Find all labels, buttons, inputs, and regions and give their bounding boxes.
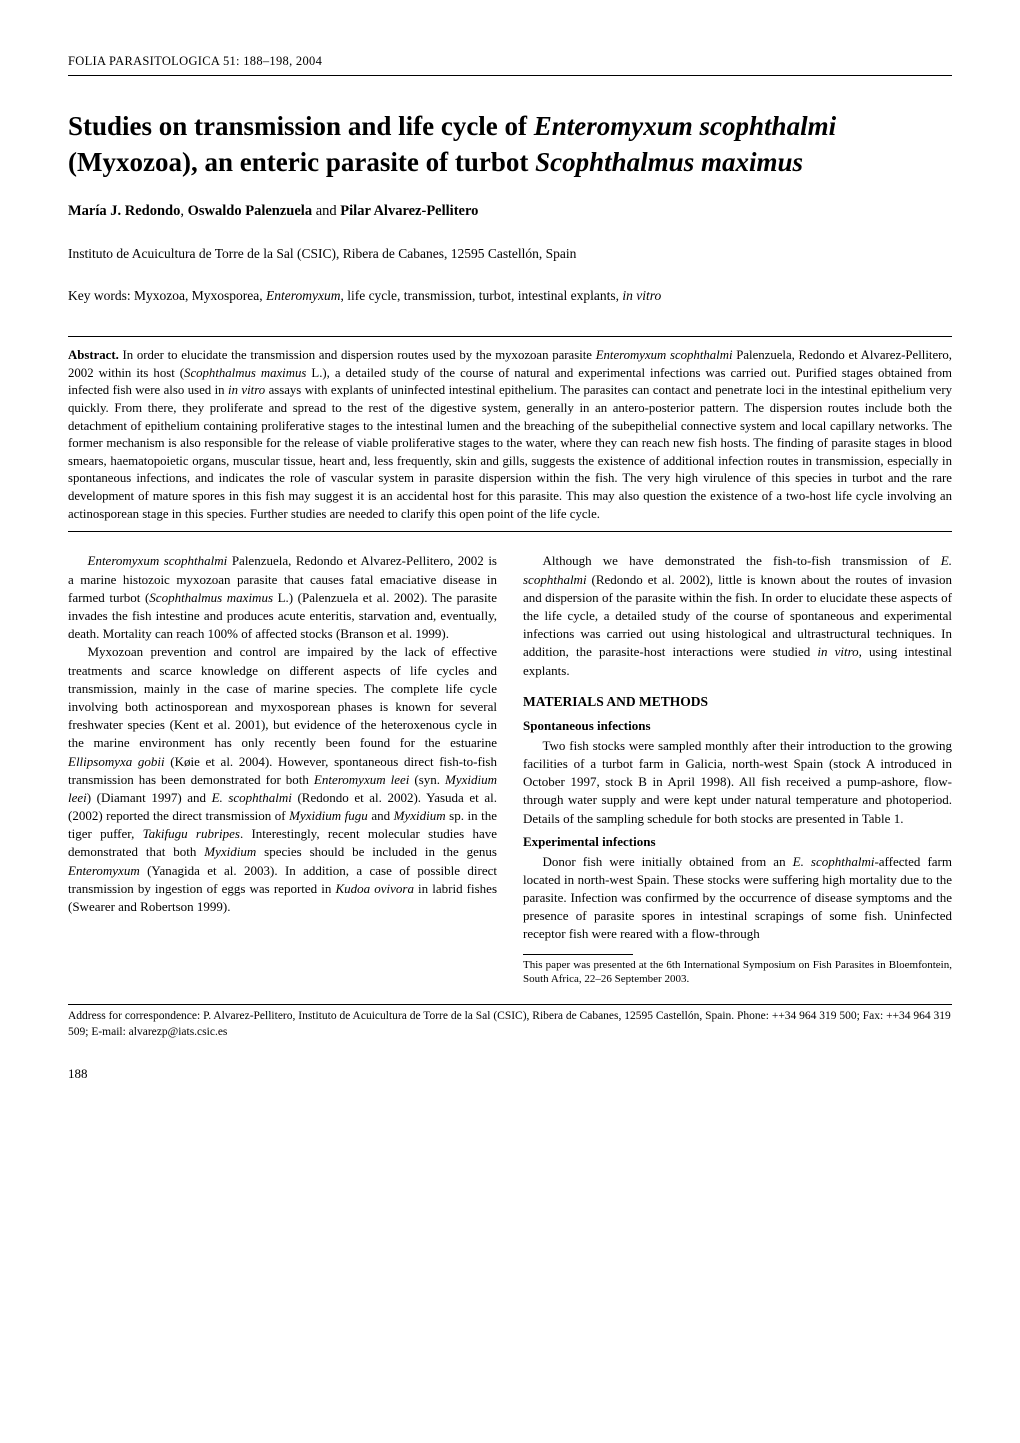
keywords-prefix: Key words: Myxozoa, Myxosporea, [68, 288, 266, 303]
correspondence-rule [68, 1004, 952, 1005]
title-species-1: Enteromyxum scophthalmi [534, 111, 836, 141]
rp-sp2a: Donor fish were initially obtained from … [543, 854, 793, 869]
correspondence-address: Address for correspondence: P. Alvarez-P… [68, 1009, 952, 1040]
lp2-s8: Myxidium [204, 844, 256, 859]
rp-sp2b: E. scophthalmi [793, 854, 875, 869]
footnote-rule [523, 954, 633, 955]
right-para-1: Although we have demonstrated the fish-t… [523, 552, 952, 679]
lp2-t4: ) (Diamant 1997) and [87, 790, 212, 805]
authors-line: María J. Redondo, Oswaldo Palenzuela and… [68, 203, 952, 220]
footnote-text: This paper was presented at the 6th Inte… [523, 958, 952, 987]
rp-sp1: Two fish stocks were sampled monthly aft… [523, 738, 952, 826]
author-sep-1: , [180, 203, 187, 219]
lp2-s9: Enteromyxum [68, 863, 140, 878]
abstract-s3: in vitro [228, 383, 265, 397]
rp1-s2: in vitro [817, 644, 858, 659]
rp1-t1: Although we have demonstrated the fish-t… [543, 553, 941, 568]
abstract-s1: Enteromyxum scophthalmi [596, 348, 733, 362]
lp1-s1: Enteromyxum scophthalmi [88, 553, 228, 568]
abstract-box: Abstract. In order to elucidate the tran… [68, 336, 952, 533]
author-2: Oswaldo Palenzuela [188, 203, 312, 219]
lp2-s4: E. scophthalmi [212, 790, 292, 805]
journal-header: FOLIA PARASITOLOGICA 51: 188–198, 2004 [68, 54, 952, 76]
abstract-label: Abstract. [68, 348, 119, 362]
abstract-t4: assays with explants of uninfected intes… [68, 383, 952, 521]
lp2-s7: Takifugu rubripes [143, 826, 240, 841]
abstract-s2: Scophthalmus maximus [184, 366, 306, 380]
lp2-s6: Myxidium [394, 808, 446, 823]
lp2-t3: (syn. [409, 772, 445, 787]
affiliation: Instituto de Acuicultura de Torre de la … [68, 246, 952, 262]
keywords-sci-2: in vitro [622, 288, 661, 303]
right-para-experimental: Donor fish were initially obtained from … [523, 853, 952, 944]
lp2-t6: and [368, 808, 394, 823]
right-column: Although we have demonstrated the fish-t… [523, 552, 952, 986]
left-para-1: Enteromyxum scophthalmi Palenzuela, Redo… [68, 552, 497, 643]
body-columns: Enteromyxum scophthalmi Palenzuela, Redo… [68, 552, 952, 986]
subsection-experimental: Experimental infections [523, 834, 952, 850]
lp2-s1: Ellipsomyxa gobii [68, 754, 165, 769]
page-number: 188 [68, 1066, 952, 1082]
lp2-s2: Enteromyxum leei [314, 772, 409, 787]
keywords-sci-1: Enteromyxum [266, 288, 340, 303]
author-sep-2: and [312, 203, 340, 219]
left-para-2: Myxozoan prevention and control are impa… [68, 643, 497, 916]
lp1-s2: Scophthalmus maximus [149, 590, 273, 605]
left-column: Enteromyxum scophthalmi Palenzuela, Redo… [68, 552, 497, 986]
abstract-t1: In order to elucidate the transmission a… [119, 348, 596, 362]
right-para-spontaneous: Two fish stocks were sampled monthly aft… [523, 737, 952, 828]
title-species-2: Scophthalmus maximus [535, 147, 803, 177]
abstract-text: Abstract. In order to elucidate the tran… [68, 347, 952, 524]
author-1: María J. Redondo [68, 203, 180, 219]
keywords-mid: , life cycle, transmission, turbot, inte… [340, 288, 622, 303]
lp2-t9: species should be included in the genus [256, 844, 497, 859]
lp2-s10: Kudoa ovivora [335, 881, 413, 896]
title-text-pre: Studies on transmission and life cycle o… [68, 111, 534, 141]
section-materials-methods: MATERIALS AND METHODS [523, 694, 952, 710]
lp2-s5: Myxidium fugu [289, 808, 368, 823]
lp2-t1: Myxozoan prevention and control are impa… [68, 644, 497, 750]
keywords-line: Key words: Myxozoa, Myxosporea, Enteromy… [68, 288, 952, 312]
author-3: Pilar Alvarez-Pellitero [340, 203, 478, 219]
title-text-mid: (Myxozoa), an enteric parasite of turbot [68, 147, 535, 177]
subsection-spontaneous: Spontaneous infections [523, 718, 952, 734]
article-title: Studies on transmission and life cycle o… [68, 108, 952, 181]
